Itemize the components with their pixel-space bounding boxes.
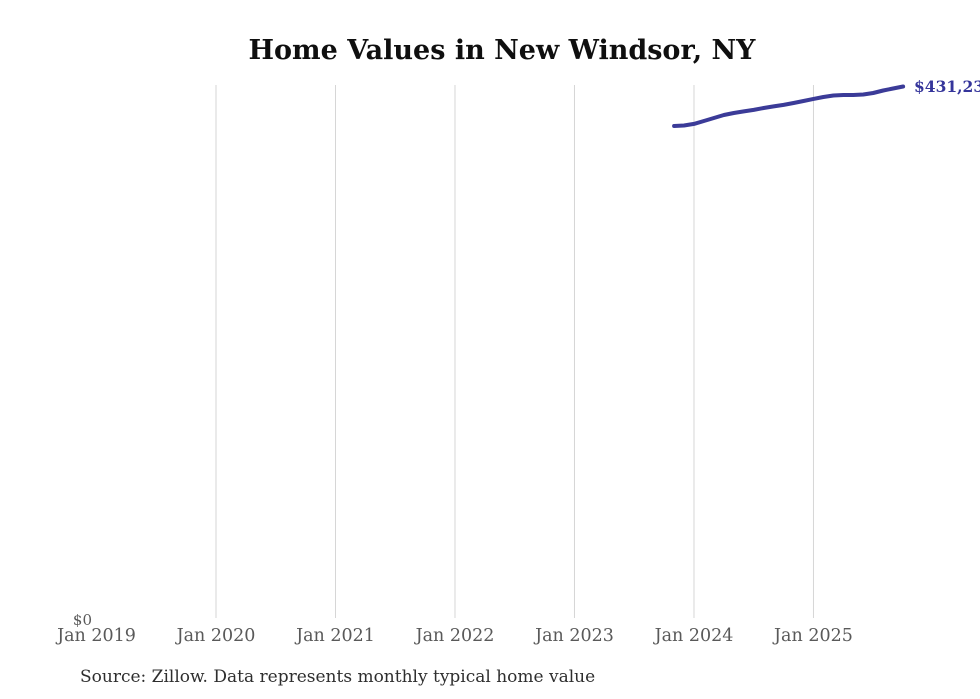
y-axis-zero-label: $0 <box>73 611 92 629</box>
gridlines <box>215 85 814 618</box>
x-tick-label: Jan 2022 <box>414 626 495 646</box>
final-value-label: $431,233 <box>914 77 980 96</box>
x-tick-label: Jan 2024 <box>653 626 734 646</box>
x-axis-labels: Jan 2019 Jan 2020 Jan 2021 Jan 2022 Jan 2023… <box>55 626 853 646</box>
x-tick-label: Jan 2025 <box>772 626 853 646</box>
chart-title: Home Values in New Windsor, NY <box>249 35 757 66</box>
source-note: Source: Zillow. Data represents monthly … <box>80 667 595 687</box>
x-tick-label: Jan 2021 <box>294 626 375 646</box>
home-value-line <box>672 84 906 128</box>
x-tick-label: Jan 2019 <box>55 626 136 646</box>
x-tick-label: Jan 2023 <box>533 626 614 646</box>
x-tick-label: Jan 2020 <box>175 626 256 646</box>
